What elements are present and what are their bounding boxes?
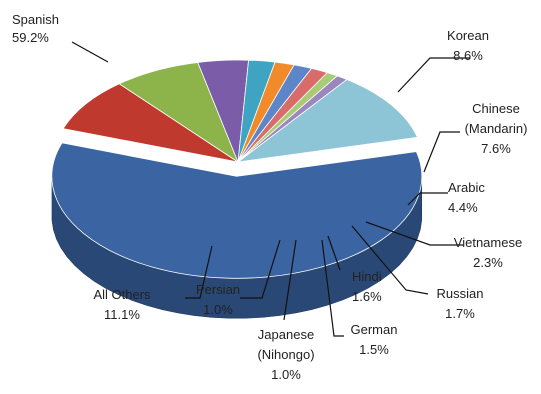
label-vietnamese: Vietnamese: [454, 235, 522, 250]
leader-line-chinese: [423, 131, 460, 173]
value-russian: 1.7%: [445, 306, 475, 321]
pie-slices: [51, 59, 423, 319]
label-japanese-1: Japanese: [258, 327, 314, 342]
value-arabic: 4.4%: [448, 200, 478, 215]
label-all-others: All Others: [93, 287, 151, 302]
leader-lines: [71, 41, 470, 337]
label-spanish: Spanish: [12, 12, 59, 27]
leader-line-russian: [351, 225, 429, 295]
value-chinese: 7.6%: [481, 141, 511, 156]
value-hindi: 1.6%: [352, 289, 382, 304]
leader-line-persian: [240, 239, 281, 299]
data-labels: Spanish 59.2% Korean 8.6% Chinese (Manda…: [12, 12, 527, 382]
label-persian: Persian: [196, 282, 240, 297]
value-all-others: 11.1%: [104, 307, 140, 322]
label-chinese-2: (Mandarin): [465, 121, 528, 136]
leader-line-japanese: [283, 239, 297, 321]
value-persian: 1.0%: [203, 302, 233, 317]
slice-korean: [62, 83, 239, 163]
value-spanish: 59.2%: [12, 30, 49, 45]
label-korean: Korean: [447, 28, 489, 43]
value-german: 1.5%: [359, 342, 389, 357]
label-chinese-1: Chinese: [472, 101, 520, 116]
leader-line-arabic: [407, 192, 448, 206]
leader-line-korean: [397, 57, 470, 93]
label-russian: Russian: [437, 286, 484, 301]
label-japanese-2: (Nihongo): [257, 347, 314, 362]
label-german: German: [351, 322, 398, 337]
value-japanese: 1.0%: [271, 367, 301, 382]
value-vietnamese: 2.3%: [473, 255, 503, 270]
label-arabic: Arabic: [448, 180, 485, 195]
value-korean: 8.6%: [453, 48, 483, 63]
slice-spanish: [51, 142, 423, 279]
leader-line-spanish: [71, 41, 109, 63]
leader-line-vietnamese: [365, 221, 463, 246]
leader-line-german: [321, 239, 344, 337]
label-hindi: Hindi: [352, 269, 382, 284]
leader-line-all-others: [185, 245, 213, 299]
leader-line-hindi: [327, 235, 341, 271]
slice-all-others: [236, 79, 419, 163]
